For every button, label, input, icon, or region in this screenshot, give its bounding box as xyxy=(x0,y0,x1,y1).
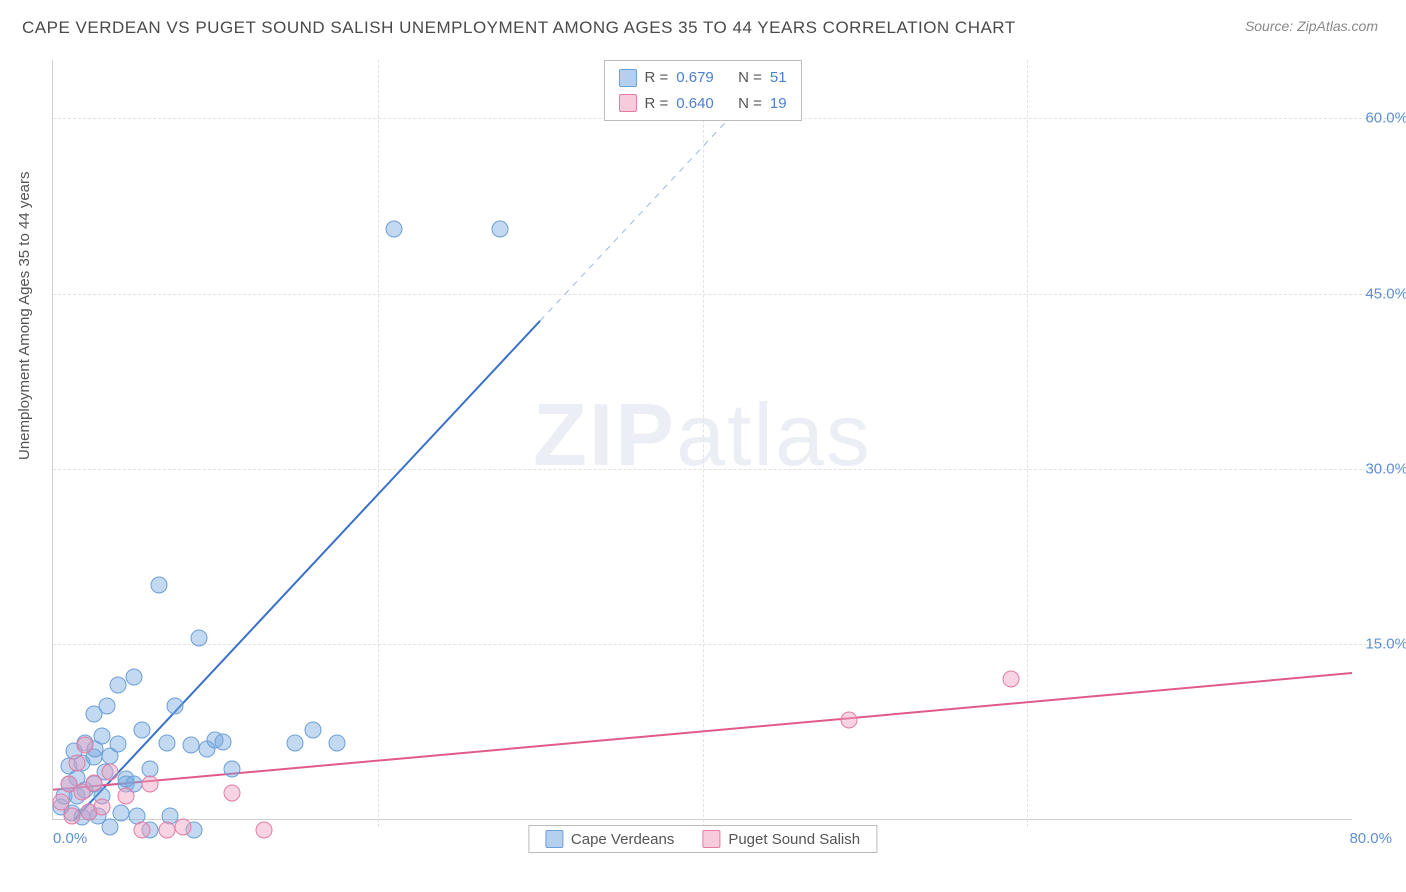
x-tick-max: 80.0% xyxy=(1349,830,1392,847)
data-point xyxy=(286,735,303,752)
chart-title: CAPE VERDEAN VS PUGET SOUND SALISH UNEMP… xyxy=(22,18,1016,38)
swatch-blue-icon xyxy=(545,830,563,848)
y-tick: 45.0% xyxy=(1365,285,1406,302)
data-point xyxy=(134,722,151,739)
legend-item-1: Cape Verdeans xyxy=(545,830,674,848)
data-point xyxy=(64,807,81,824)
data-point xyxy=(1003,670,1020,687)
data-point xyxy=(385,221,402,238)
grid-line-v xyxy=(378,60,379,827)
data-point xyxy=(215,733,232,750)
data-point xyxy=(150,577,167,594)
data-point xyxy=(142,775,159,792)
data-point xyxy=(101,819,118,836)
data-point xyxy=(158,821,175,838)
y-axis-label: Unemployment Among Ages 35 to 44 years xyxy=(16,171,33,460)
series-legend: Cape Verdeans Puget Sound Salish xyxy=(528,825,877,853)
data-point xyxy=(126,668,143,685)
legend-item-2: Puget Sound Salish xyxy=(702,830,860,848)
grid-line-h xyxy=(53,294,1392,295)
swatch-pink-icon xyxy=(618,94,636,112)
grid-line-v xyxy=(703,60,704,827)
legend-row-1: R = 0.679 N = 51 xyxy=(618,65,786,91)
data-point xyxy=(166,697,183,714)
data-point xyxy=(113,805,130,822)
data-point xyxy=(223,785,240,802)
grid-line-v xyxy=(1027,60,1028,827)
source-attribution: Source: ZipAtlas.com xyxy=(1245,18,1378,34)
data-point xyxy=(840,711,857,728)
data-point xyxy=(491,221,508,238)
grid-line-h xyxy=(53,644,1392,645)
data-point xyxy=(109,736,126,753)
data-point xyxy=(109,676,126,693)
data-point xyxy=(134,821,151,838)
data-point xyxy=(85,774,102,791)
data-point xyxy=(223,760,240,777)
x-tick-min: 0.0% xyxy=(53,830,87,847)
y-tick: 15.0% xyxy=(1365,635,1406,652)
data-point xyxy=(256,821,273,838)
plot-area: ZIPatlas R = 0.679 N = 51 R = 0.640 N = … xyxy=(52,60,1352,820)
data-point xyxy=(93,728,110,745)
data-point xyxy=(98,697,115,714)
legend-row-2: R = 0.640 N = 19 xyxy=(618,91,786,117)
data-point xyxy=(77,737,94,754)
data-point xyxy=(304,722,321,739)
grid-line-h xyxy=(53,469,1392,470)
data-point xyxy=(329,735,346,752)
data-point xyxy=(174,819,191,836)
data-point xyxy=(158,735,175,752)
swatch-blue-icon xyxy=(618,69,636,87)
y-tick: 60.0% xyxy=(1365,110,1406,127)
chart-container: CAPE VERDEAN VS PUGET SOUND SALISH UNEMP… xyxy=(0,0,1406,892)
data-point xyxy=(118,787,135,804)
data-point xyxy=(101,764,118,781)
y-tick: 30.0% xyxy=(1365,460,1406,477)
data-point xyxy=(191,630,208,647)
correlation-legend: R = 0.679 N = 51 R = 0.640 N = 19 xyxy=(603,60,801,121)
swatch-pink-icon xyxy=(702,830,720,848)
data-point xyxy=(93,799,110,816)
data-point xyxy=(69,754,86,771)
data-point xyxy=(183,737,200,754)
